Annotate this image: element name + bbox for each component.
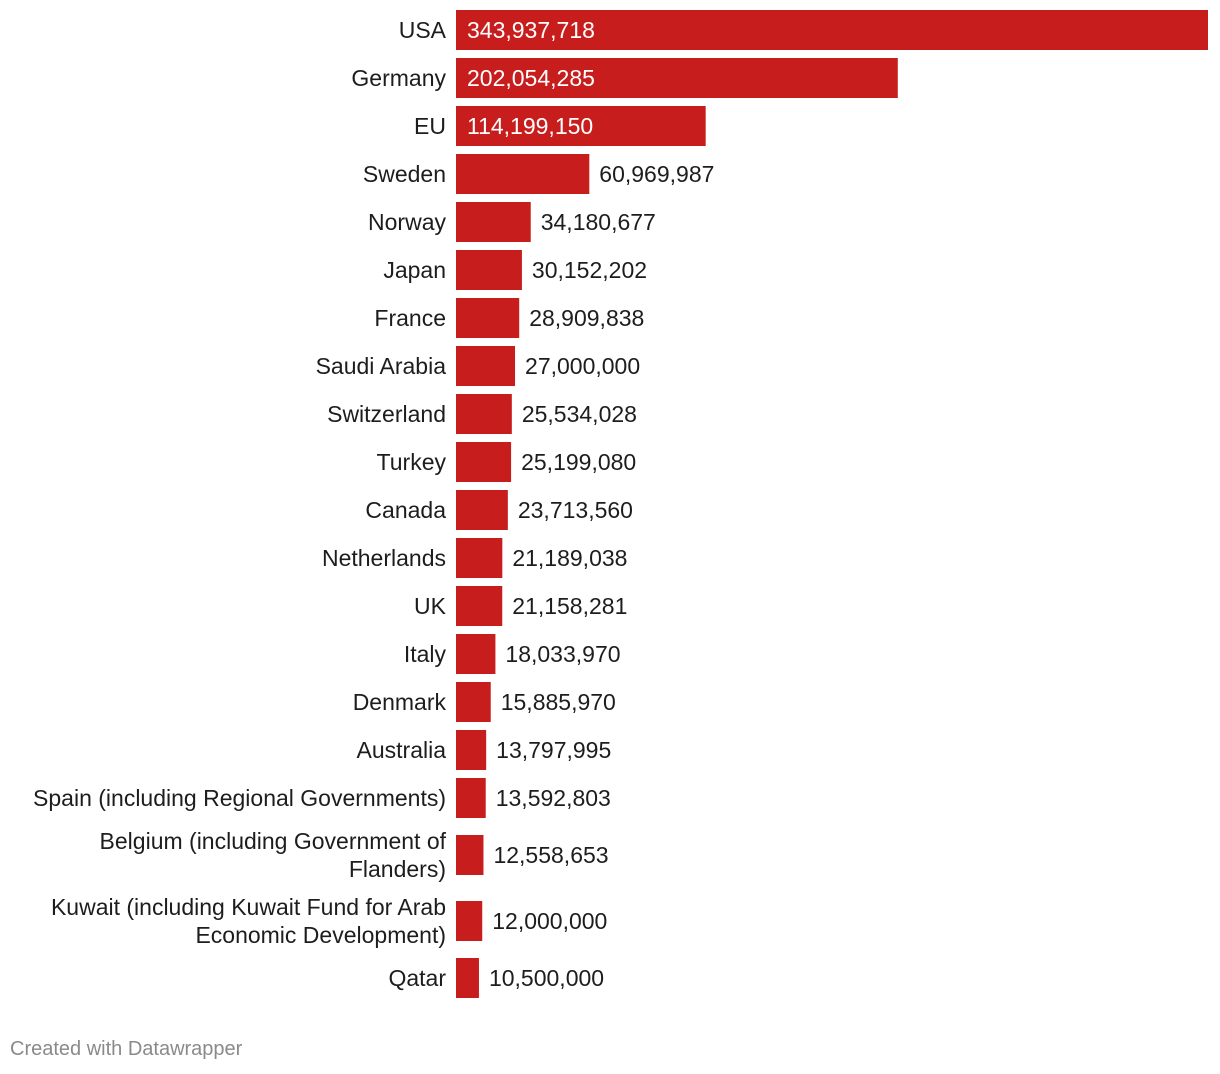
value-label: 28,909,838	[529, 305, 644, 331]
datawrapper-credit: Created with Datawrapper	[10, 1038, 243, 1060]
value-label: 25,199,080	[521, 449, 636, 475]
bar-row: Saudi Arabia 27,000,000	[316, 346, 640, 386]
category-label: Japan	[383, 257, 446, 283]
bar-row: Switzerland 25,534,028	[327, 394, 637, 434]
category-label: UK	[414, 593, 447, 619]
bar-row: UK 21,158,281	[414, 586, 627, 626]
bar-row: Qatar 10,500,000	[388, 958, 604, 998]
category-label: Australia	[357, 737, 447, 763]
category-label: France	[374, 305, 446, 331]
value-label: 18,033,970	[505, 641, 620, 667]
category-label: Norway	[368, 209, 446, 235]
bar	[456, 202, 531, 242]
category-label: Canada	[365, 497, 446, 523]
bar	[456, 250, 522, 290]
bar-row: Japan 30,152,202	[383, 250, 647, 290]
bar	[456, 730, 487, 770]
bar	[456, 634, 496, 674]
value-label: 30,152,202	[532, 257, 647, 283]
value-label: 202,054,285	[467, 65, 595, 91]
bar	[456, 586, 503, 626]
bar	[456, 346, 516, 386]
value-label: 34,180,677	[541, 209, 656, 235]
bar-row: USA 343,937,718	[399, 10, 1208, 50]
value-label: 21,189,038	[512, 545, 627, 571]
bar	[456, 682, 491, 722]
value-label: 21,158,281	[512, 593, 627, 619]
bar	[456, 394, 512, 434]
bar	[456, 10, 1208, 50]
bar-chart: USA 343,937,718 Germany 202,054,285 EU 114,19…	[33, 10, 1208, 998]
value-label: 10,500,000	[489, 965, 604, 991]
bar	[456, 835, 484, 875]
bar-row: Germany 202,054,285	[351, 58, 898, 98]
bar	[456, 490, 508, 530]
bar-row: EU 114,199,150	[414, 106, 706, 146]
bar-row: Turkey 25,199,080	[377, 442, 636, 482]
bar-row: Sweden 60,969,987	[363, 154, 714, 194]
bar-row: Australia 13,797,995	[357, 730, 611, 770]
bar	[456, 154, 590, 194]
category-label: Turkey	[377, 449, 447, 475]
bar-row: Norway 34,180,677	[368, 202, 656, 242]
category-label: EU	[414, 113, 446, 139]
category-label: USA	[399, 17, 447, 43]
value-label: 12,000,000	[492, 908, 607, 934]
category-label: Denmark	[353, 689, 447, 715]
category-label: Belgium (including Government of Flanders…	[100, 828, 447, 882]
bar	[456, 58, 898, 98]
bar-row: Italy 18,033,970	[404, 634, 621, 674]
value-label: 25,534,028	[522, 401, 637, 427]
category-label: Netherlands	[322, 545, 446, 571]
bar-row: Belgium (including Government of Flanders…	[100, 828, 609, 882]
value-label: 60,969,987	[599, 161, 714, 187]
bar-row: Netherlands 21,189,038	[322, 538, 627, 578]
value-label: 13,797,995	[496, 737, 611, 763]
bar	[456, 106, 706, 146]
bar-row: Canada 23,713,560	[365, 490, 633, 530]
bar	[456, 442, 512, 482]
category-label: Sweden	[363, 161, 446, 187]
value-label: 114,199,150	[467, 113, 593, 139]
bar-row: Spain (including Regional Governments) 13…	[33, 778, 611, 818]
value-label: 12,558,653	[493, 842, 608, 868]
category-label: Qatar	[388, 965, 446, 991]
value-label: 27,000,000	[525, 353, 640, 379]
bar	[456, 901, 483, 941]
bar-row: France 28,909,838	[374, 298, 644, 338]
bar	[456, 538, 503, 578]
bar	[456, 958, 479, 998]
category-label: Germany	[351, 65, 446, 91]
bar-row: Kuwait (including Kuwait Fund for Arab Ec…	[51, 894, 607, 948]
bar	[456, 778, 486, 818]
category-label: Spain (including Regional Governments)	[33, 785, 446, 811]
bar	[456, 298, 520, 338]
value-label: 343,937,718	[467, 17, 595, 43]
category-label: Kuwait (including Kuwait Fund for Arab Ec…	[51, 894, 446, 948]
value-label: 13,592,803	[496, 785, 611, 811]
bar-row: Denmark 15,885,970	[353, 682, 616, 722]
category-label: Italy	[404, 641, 447, 667]
value-label: 23,713,560	[518, 497, 633, 523]
category-label: Switzerland	[327, 401, 446, 427]
value-label: 15,885,970	[501, 689, 616, 715]
category-label: Saudi Arabia	[316, 353, 447, 379]
